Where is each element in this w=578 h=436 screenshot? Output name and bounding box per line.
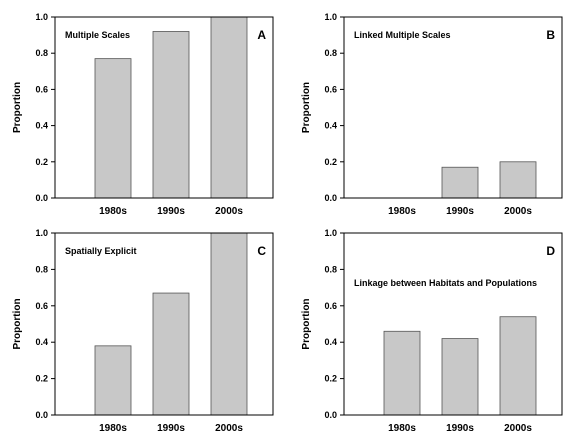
y-tick-label: 0.8 xyxy=(35,264,48,274)
y-tick-label: 0.8 xyxy=(324,48,337,58)
x-tick-label: 2000s xyxy=(504,423,532,434)
y-tick-label: 0.8 xyxy=(35,48,48,58)
bar-2000s xyxy=(210,232,248,416)
y-tick-label: 0.6 xyxy=(35,301,48,311)
x-tick-label: 1990s xyxy=(446,423,474,434)
bar-1990s xyxy=(441,338,479,416)
x-tick-label: 1990s xyxy=(446,206,474,217)
panel-a: 0.0 0.2 0.4 0.6 0.8 1.0 1980s 1990s 2000s Proport… xyxy=(12,12,274,217)
y-tick-label: 0.4 xyxy=(35,337,48,347)
panel-letter: A xyxy=(257,28,266,42)
bar-1980s xyxy=(383,330,421,416)
y-axis-label: Proportion xyxy=(301,298,312,349)
y-tick-label: 1.0 xyxy=(324,228,337,238)
panel-title: Linkage between Habitats and Populations xyxy=(354,278,537,288)
y-tick-label: 0.2 xyxy=(324,157,337,167)
y-tick-label: 0.4 xyxy=(324,337,337,347)
y-tick-label: 0.8 xyxy=(324,264,337,274)
y-axis-label: Proportion xyxy=(12,82,23,133)
x-tick-label: 1980s xyxy=(388,206,416,217)
x-tick-label: 1980s xyxy=(99,423,127,434)
y-tick-label: 0.0 xyxy=(35,410,48,420)
x-tick-label: 1990s xyxy=(157,206,185,217)
bar-1990s xyxy=(441,166,479,199)
plot-frame xyxy=(54,232,274,416)
x-tick-label: 1990s xyxy=(157,423,185,434)
x-tick-label: 1980s xyxy=(388,423,416,434)
panel-b: 0.0 0.2 0.4 0.6 0.8 1.0 1980s 1990s 2000s Proport… xyxy=(301,12,563,217)
plot-frame xyxy=(54,16,274,199)
panel-title: Multiple Scales xyxy=(65,30,130,40)
y-tick-label: 0.6 xyxy=(324,84,337,94)
y-tick-label: 1.0 xyxy=(35,228,48,238)
panel-letter: D xyxy=(546,244,555,258)
panel-letter: C xyxy=(257,244,266,258)
panel-c: 0.0 0.2 0.4 0.6 0.8 1.0 1980s 1990s 2000s Proport… xyxy=(12,228,274,434)
x-tick-label: 1980s xyxy=(99,206,127,217)
y-tick-label: 1.0 xyxy=(324,12,337,22)
bar-2000s xyxy=(210,16,248,199)
plot-frame xyxy=(343,16,563,199)
panel-letter: B xyxy=(546,28,555,42)
y-tick-label: 0.4 xyxy=(324,121,337,131)
y-tick-label: 0.6 xyxy=(324,301,337,311)
bar-2000s xyxy=(499,161,537,199)
x-tick-label: 2000s xyxy=(504,206,532,217)
bar-1990s xyxy=(152,31,190,199)
y-axis-label: Proportion xyxy=(301,82,312,133)
y-tick-label: 0.2 xyxy=(324,374,337,384)
panel-title: Spatially Explicit xyxy=(65,246,137,256)
panel-d: 0.0 0.2 0.4 0.6 0.8 1.0 1980s 1990s 2000s Proport… xyxy=(301,228,563,434)
y-tick-label: 0.0 xyxy=(324,410,337,420)
y-tick-label: 0.2 xyxy=(35,157,48,167)
bar-1980s xyxy=(94,58,132,199)
y-tick-label: 0.4 xyxy=(35,121,48,131)
y-tick-label: 0.6 xyxy=(35,84,48,94)
y-axis-label: Proportion xyxy=(12,298,23,349)
y-tick-label: 0.0 xyxy=(35,193,48,203)
bar-1990s xyxy=(152,292,190,416)
x-tick-label: 2000s xyxy=(215,423,243,434)
panel-title: Linked Multiple Scales xyxy=(354,30,451,40)
y-tick-label: 0.0 xyxy=(324,193,337,203)
plot-frame xyxy=(343,232,563,416)
bar-2000s xyxy=(499,316,537,416)
y-tick-label: 1.0 xyxy=(35,12,48,22)
x-tick-label: 2000s xyxy=(215,206,243,217)
bar-1980s xyxy=(94,345,132,416)
y-tick-label: 0.2 xyxy=(35,374,48,384)
